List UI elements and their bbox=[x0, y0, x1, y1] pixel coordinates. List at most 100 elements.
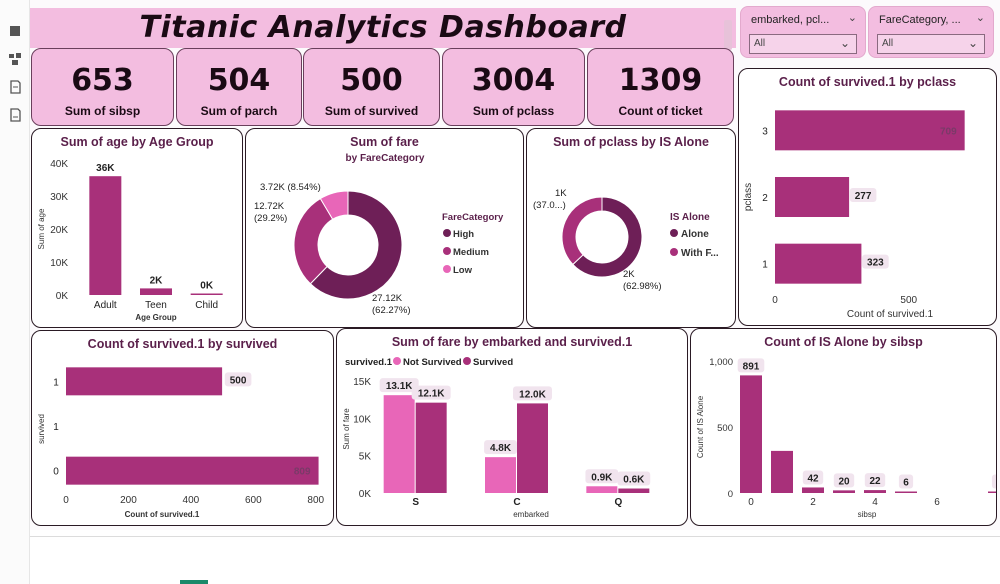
kpi-label: Sum of parch bbox=[200, 104, 278, 118]
slice-label: 2K bbox=[623, 269, 635, 280]
data-label: 22 bbox=[869, 476, 881, 487]
slicer-embarked[interactable]: embarked, pcl... ⌄ All ⌄ bbox=[740, 6, 866, 58]
kpi-label: Sum of sibsp bbox=[64, 104, 141, 118]
kpi-card-sibsp[interactable]: 653 Sum of sibsp bbox=[31, 48, 174, 126]
chart-card-age[interactable]: Sum of age by Age Group 0K 10K 20K 30K 40K Su… bbox=[31, 128, 243, 328]
slicer-embarked-dropdown[interactable]: All ⌄ bbox=[749, 34, 857, 54]
data-label-bg bbox=[864, 473, 886, 488]
kpi-value: 1309 bbox=[618, 63, 703, 98]
kpi-card-ticket[interactable]: 1309 Count of ticket bbox=[587, 48, 734, 126]
x-tick-label: 8 bbox=[996, 497, 997, 508]
slicer-farecategory-value: All bbox=[882, 38, 894, 49]
x-axis-label: Count of survived.1 bbox=[125, 510, 200, 519]
slice-label: 27.12K bbox=[372, 293, 403, 304]
legend-label: Low bbox=[453, 265, 473, 276]
data-label: 12.1K bbox=[418, 389, 445, 400]
y-tick-label: 15K bbox=[353, 377, 371, 388]
data-label-bg bbox=[862, 254, 889, 269]
bar bbox=[140, 288, 172, 295]
pie-slice bbox=[572, 196, 643, 278]
data-label: 13.1K bbox=[386, 381, 413, 392]
data-label: 6 bbox=[903, 478, 909, 489]
legend-label: Medium bbox=[453, 247, 489, 258]
bar bbox=[586, 486, 618, 493]
y-tick-label: 0K bbox=[359, 489, 372, 500]
chevron-down-icon: ⌄ bbox=[967, 36, 978, 50]
slicer-farecategory-dropdown[interactable]: All ⌄ bbox=[877, 34, 985, 54]
x-tick-label: Adult bbox=[94, 300, 117, 311]
legend-label: With F... bbox=[681, 248, 719, 259]
x-tick-label: Q bbox=[614, 497, 622, 508]
model-view-icon[interactable] bbox=[8, 52, 22, 66]
chart-card-sibsp[interactable]: Count of IS Alone by sibsp 0 500 1,000 Coun… bbox=[690, 328, 997, 526]
data-label: 709 bbox=[940, 126, 957, 137]
x-tick-label: 6 bbox=[934, 497, 940, 508]
chart-title: Count of survived.1 by survived bbox=[87, 337, 278, 351]
legend-marker bbox=[670, 248, 678, 256]
kpi-label: Sum of survived bbox=[324, 104, 419, 118]
title-scroll-handle[interactable] bbox=[724, 20, 732, 50]
dax-query-icon[interactable] bbox=[8, 80, 22, 94]
bar bbox=[833, 490, 855, 493]
chart-title: Sum of fare bbox=[350, 135, 419, 149]
chevron-down-icon[interactable]: ⌄ bbox=[847, 12, 857, 24]
data-label-bg bbox=[585, 469, 619, 484]
chart-card-survived[interactable]: Count of survived.1 by survived 1 500 1 0 80… bbox=[31, 330, 334, 526]
x-tick-label: Child bbox=[195, 300, 218, 311]
y-tick-label: 10K bbox=[353, 414, 371, 425]
data-label: 277 bbox=[855, 191, 872, 202]
x-tick-label: Teen bbox=[145, 300, 167, 311]
kpi-card-pclass[interactable]: 3004 Sum of pclass bbox=[442, 48, 585, 126]
legend-marker bbox=[443, 265, 451, 273]
data-label-bg bbox=[802, 470, 824, 485]
pie-slice bbox=[309, 190, 403, 300]
data-label: 0K bbox=[200, 281, 214, 292]
bar bbox=[89, 176, 122, 295]
y-tick-label: 1,000 bbox=[709, 357, 733, 368]
data-label-bg bbox=[849, 188, 877, 202]
data-label: 0.6K bbox=[623, 475, 645, 486]
x-tick-label: S bbox=[412, 497, 419, 508]
bar bbox=[740, 375, 762, 493]
x-tick-label: 800 bbox=[307, 495, 324, 506]
y-tick-label: 40K bbox=[50, 159, 68, 170]
data-label: 0.9K bbox=[591, 472, 613, 483]
data-label-bg bbox=[379, 378, 419, 393]
data-label: 36K bbox=[96, 163, 115, 174]
data-label-bg bbox=[484, 440, 517, 455]
kpi-value: 3004 bbox=[471, 63, 556, 98]
chart-card-alone[interactable]: Sum of pclass by IS Alone 2K (62.98%) 1K (3… bbox=[526, 128, 736, 328]
y-tick-label: 3 bbox=[762, 126, 768, 137]
data-label: 323 bbox=[867, 258, 884, 269]
pclass-chart-svg: 3 709 2 277 1 323 0 500 Count of survived.1 pclas… bbox=[743, 110, 965, 320]
legend-marker bbox=[463, 357, 471, 365]
chart-card-embarked[interactable]: Sum of fare by embarked and survived.1 s… bbox=[336, 328, 688, 526]
data-label-bg bbox=[833, 473, 855, 488]
left-nav-rail bbox=[0, 0, 30, 584]
kpi-card-parch[interactable]: 504 Sum of parch bbox=[176, 48, 302, 126]
chevron-down-icon[interactable]: ⌄ bbox=[975, 12, 985, 24]
data-label-bg bbox=[224, 372, 252, 387]
chart-card-fare[interactable]: Sum of fare by FareCategory 27.12K (62.27%… bbox=[245, 128, 524, 328]
x-tick-label: 500 bbox=[900, 295, 917, 306]
slice-label: 3.72K (8.54%) bbox=[260, 182, 321, 193]
tmdl-view-icon[interactable] bbox=[8, 108, 22, 122]
page-tab-indicator[interactable] bbox=[180, 580, 208, 584]
kpi-value: 504 bbox=[207, 63, 271, 98]
data-label-bg bbox=[513, 386, 552, 401]
pie-slice bbox=[319, 190, 349, 220]
age-chart-svg: 0K 10K 20K 30K 40K Sum of age 36K Adult 2K Teen 0K… bbox=[37, 159, 223, 322]
bar bbox=[66, 456, 319, 485]
data-label-bg bbox=[617, 471, 651, 486]
y-tick-label: 10K bbox=[50, 258, 68, 269]
x-tick-label: 0 bbox=[772, 295, 778, 306]
x-axis-label: Age Group bbox=[135, 313, 176, 322]
x-tick-label: 400 bbox=[183, 495, 200, 506]
chart-card-pclass[interactable]: Count of survived.1 by pclass 3 709 2 277 1 3… bbox=[738, 68, 997, 326]
report-view-icon[interactable] bbox=[8, 24, 22, 38]
slicer-farecategory[interactable]: FareCategory, ... ⌄ All ⌄ bbox=[868, 6, 994, 58]
kpi-card-survived[interactable]: 500 Sum of survived bbox=[303, 48, 440, 126]
slicer-farecategory-label: FareCategory, ... bbox=[879, 14, 961, 26]
legend-title: FareCategory bbox=[442, 212, 504, 223]
chart-title: Count of IS Alone by sibsp bbox=[764, 335, 923, 349]
